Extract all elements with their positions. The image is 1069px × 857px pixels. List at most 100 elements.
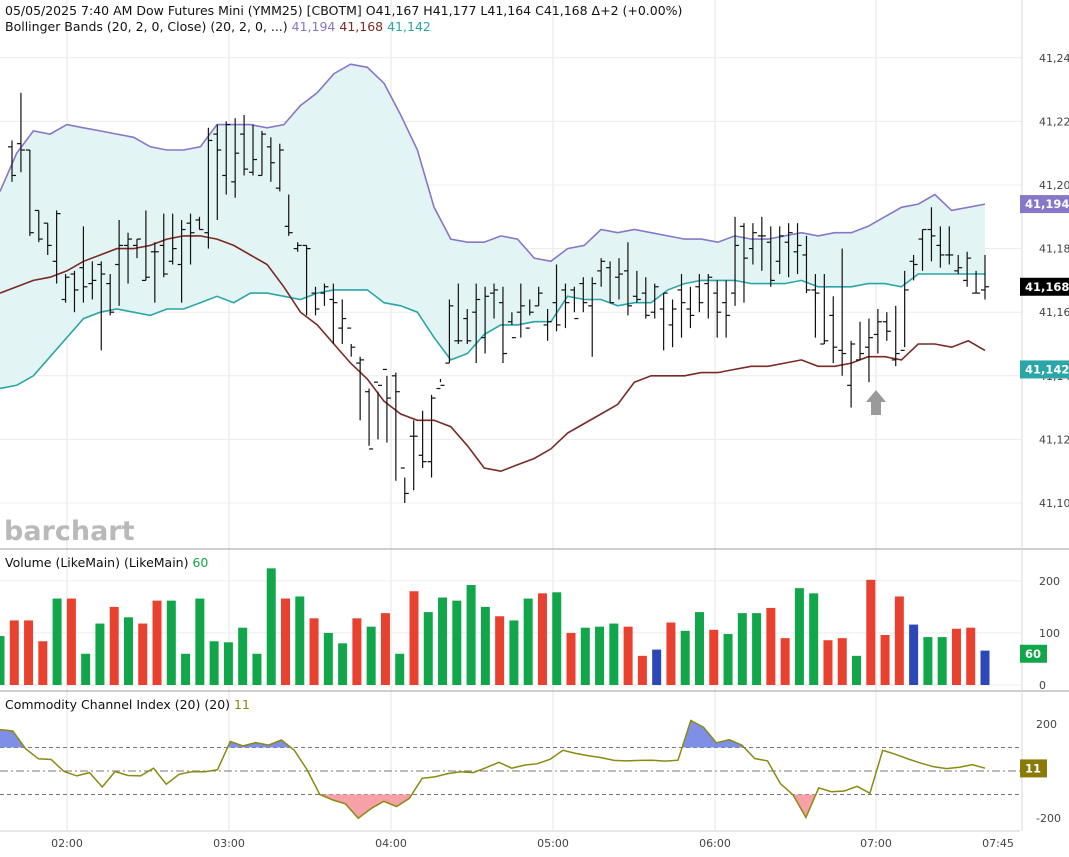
ohlc-bar (945, 226, 954, 265)
volume-bar (295, 596, 305, 685)
ohlc-bar (490, 283, 499, 319)
header-exchange: [CBOTM] (306, 3, 362, 18)
volume-bar (923, 637, 933, 685)
ohlc-bar (954, 254, 963, 275)
volume-bar (24, 620, 34, 685)
ohlc-bar (873, 309, 882, 354)
ohlc-bar (579, 277, 588, 313)
ohlc-bar (811, 274, 820, 338)
ohlc-bar (338, 299, 347, 344)
volume-legend[interactable]: Volume (LikeMain) (LikeMain) 60 (5, 555, 208, 570)
ohlc-bar (838, 248, 847, 376)
ohlc-bar (61, 274, 70, 303)
volume-bar (9, 620, 19, 685)
ohlc-bar (981, 254, 989, 300)
cci-legend[interactable]: Commodity Channel Index (20) (20) 11 (5, 697, 250, 712)
ohlc-bar (382, 368, 391, 443)
volume-bar (223, 642, 233, 685)
volume-bar (395, 653, 405, 685)
ohlc-bar (168, 213, 177, 265)
ohlc-bar (784, 223, 793, 278)
volume-bar (623, 626, 633, 685)
ohlc-bar (713, 280, 722, 338)
ohlc-bar (97, 261, 106, 351)
volume-bar (352, 618, 362, 685)
time-axis[interactable]: 02:00 03:00 04:00 05:00 06:00 07:00 07:45 (51, 837, 1014, 850)
ohlc-bar (972, 270, 981, 294)
bollinger-lower-badge-text: 41,142 (1025, 362, 1069, 376)
ohlc-bar (8, 140, 16, 182)
cci-overbought-fill (682, 720, 745, 748)
volume-bar (566, 632, 576, 685)
header-ohlc: O41,167 H41,177 L41,164 C41,168 (365, 3, 588, 18)
volume-bar (281, 598, 291, 685)
price-tick-label: 41,240 (1039, 52, 1069, 65)
ohlc-bar (293, 242, 302, 252)
bollinger-title: Bollinger Bands (20, 2, 0, Close) (5, 19, 207, 34)
ohlc-bar (739, 223, 748, 303)
ohlc-bar (588, 277, 597, 357)
ohlc-bar (186, 213, 195, 265)
cci-params: (20) (204, 697, 231, 712)
bollinger-middle-value: 41,168 (339, 19, 384, 34)
volume-bar (380, 613, 390, 685)
price-axis[interactable]: 41,24041,22041,20041,18041,16041,14041,1… (1020, 52, 1069, 825)
cci-value: 11 (234, 697, 250, 712)
bollinger-legend[interactable]: Bollinger Bands (20, 2, 0, Close) (20, 2… (5, 19, 431, 34)
volume-bar (252, 653, 262, 685)
volume-bar (595, 626, 605, 685)
price-tick-label: 41,100 (1039, 497, 1069, 510)
ohlc-bar (150, 242, 159, 303)
ohlc-bar (534, 286, 543, 307)
bollinger-upper-badge-text: 41,194 (1025, 197, 1069, 211)
volume-bar (138, 623, 148, 685)
ohlc-bar (641, 277, 650, 319)
last-price-badge: 41,168 (1020, 277, 1069, 296)
volume-bar (209, 641, 219, 685)
time-tick-label: 02:00 (51, 837, 83, 850)
ohlc-bar (391, 372, 400, 481)
volume-params: (LikeMain) (123, 555, 189, 570)
ohlc-bar (864, 318, 873, 383)
header-instrument[interactable]: Dow Futures Mini (YMM25) (136, 3, 303, 18)
ohlc-bar (311, 286, 320, 316)
ohlc-bar (445, 299, 454, 364)
volume-bar (109, 606, 119, 685)
bollinger-lower-badge: 41,142 (1020, 360, 1069, 379)
ohlc-bar (498, 286, 507, 364)
volume-bar (737, 613, 747, 685)
bollinger-fill (0, 64, 985, 389)
cci-value-badge: 11 (1020, 759, 1047, 778)
ohlc-bar (240, 115, 249, 176)
ohlc-bar (820, 274, 829, 345)
volume-bar (637, 655, 647, 685)
ohlc-bar (829, 296, 838, 364)
last-price-badge-bg (1020, 277, 1069, 296)
time-tick-label: 04:00 (375, 837, 407, 850)
header-time: 7:40 AM (81, 3, 133, 18)
volume-bar (338, 643, 348, 685)
ohlc-bar (222, 121, 231, 195)
volume-bar (723, 633, 733, 685)
ohlc-bar (802, 235, 811, 294)
volume-tick-label: 0 (1039, 679, 1046, 692)
cci-oversold-fill (319, 794, 412, 819)
ohlc-bar (900, 270, 909, 351)
ohlc-bar (70, 270, 79, 313)
volume-bar (652, 649, 662, 685)
ohlc-bar (757, 216, 766, 271)
time-tick-label: 06:00 (699, 837, 731, 850)
volume-bar (880, 635, 890, 685)
ohlc-bar (543, 309, 552, 341)
chart-header: 05/05/2025 7:40 AM Dow Futures Mini (YMM… (5, 3, 682, 18)
time-tick-label: 07:00 (860, 837, 892, 850)
ohlc-bar (882, 312, 891, 341)
volume-tick-label: 200 (1039, 575, 1060, 588)
ohlc-bar (766, 226, 775, 287)
ohlc-bar (775, 226, 784, 275)
volume-bar (666, 622, 676, 685)
volume-bar (580, 627, 590, 685)
ohlc-bar (329, 283, 338, 344)
ohlc-bar (124, 232, 133, 284)
